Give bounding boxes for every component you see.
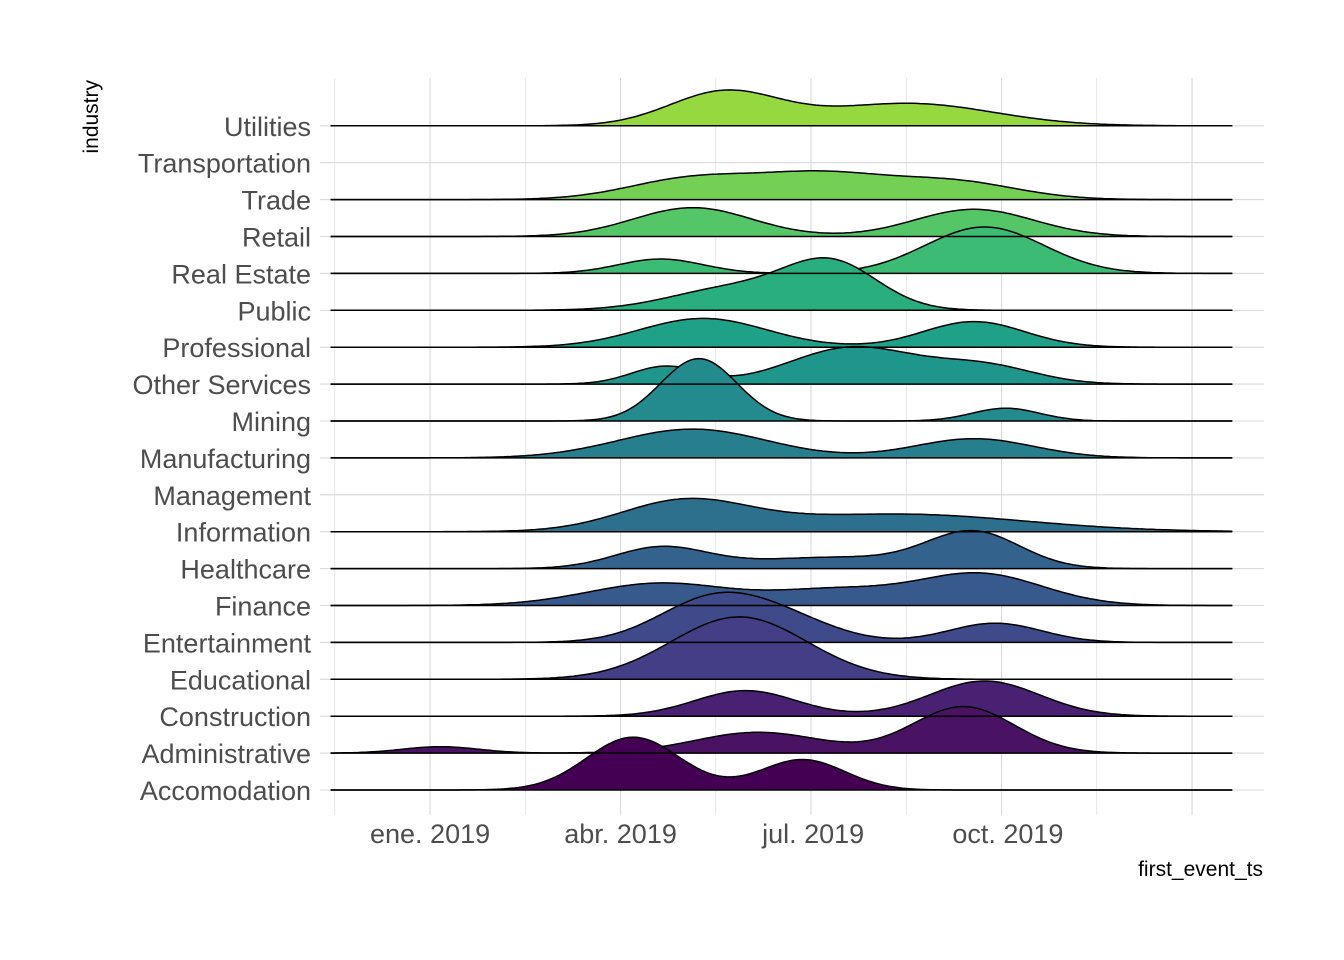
- y-tick-label: Other Services: [132, 370, 311, 400]
- ridge-area: [330, 318, 1233, 348]
- x-tick-labels: ene. 2019 abr. 2019 jul. 2019 oct. 2019: [370, 819, 1063, 849]
- y-tick-label: Mining: [231, 407, 311, 437]
- ridge-area: [330, 616, 1233, 680]
- x-tick-label: ene. 2019: [370, 819, 490, 849]
- ridge-area: [330, 681, 1233, 717]
- y-tick-label: Management: [153, 481, 311, 511]
- x-axis-title: first_event_ts: [1138, 858, 1263, 881]
- ridge-area: [330, 592, 1233, 643]
- y-tick-label: Professional: [162, 333, 311, 363]
- y-tick-label: Construction: [159, 702, 311, 732]
- y-tick-label: Manufacturing: [140, 444, 311, 474]
- ridge-area: [330, 207, 1233, 237]
- y-tick-label: Public: [237, 296, 311, 326]
- x-tick-label: oct. 2019: [952, 819, 1063, 849]
- y-tick-label: Trade: [241, 186, 311, 216]
- y-tick-label: Accomodation: [140, 776, 311, 806]
- y-tick-label: Transportation: [138, 149, 311, 179]
- y-tick-label: Information: [176, 518, 311, 548]
- ridge-area: [330, 89, 1233, 126]
- ridge-area: [330, 572, 1233, 606]
- ridge-outline: [330, 705, 1233, 754]
- ridge-outline: [330, 572, 1233, 607]
- y-tick-label: Administrative: [141, 739, 311, 769]
- y-tick-label: Healthcare: [180, 555, 311, 585]
- ridge-area: [330, 227, 1233, 274]
- ridges: [330, 89, 1233, 791]
- y-tick-label: Real Estate: [171, 259, 311, 289]
- y-axis-title: industry: [80, 80, 103, 154]
- y-tick-label: Entertainment: [143, 628, 312, 658]
- x-tick-label: jul. 2019: [761, 819, 864, 849]
- ridge-area: [330, 170, 1233, 200]
- y-tick-label: Educational: [170, 665, 311, 695]
- ridge-area: [330, 429, 1233, 458]
- y-tick-label: Finance: [215, 592, 311, 622]
- y-tick-label: Retail: [242, 223, 311, 253]
- ridge-area: [330, 706, 1233, 754]
- ridge-area: [330, 257, 1233, 311]
- x-tick-label: abr. 2019: [564, 819, 677, 849]
- y-tick-labels: Accomodation Administrative Construction Ed…: [132, 112, 311, 806]
- y-tick-label: Utilities: [224, 112, 311, 142]
- ridge-area: [330, 498, 1233, 532]
